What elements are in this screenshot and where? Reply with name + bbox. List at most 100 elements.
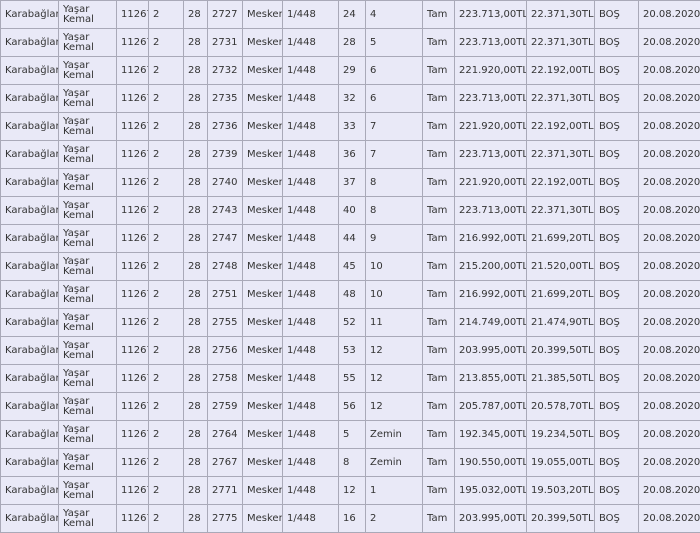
cell-price: 192.345,00TL [455, 421, 527, 449]
cell-door-no: 36 [339, 141, 366, 169]
cell-door-no: 12 [339, 477, 366, 505]
cell-date: 20.08.2020 [639, 29, 700, 57]
cell-ownership: Tam [423, 309, 455, 337]
cell-unit-no: 2751 [208, 281, 243, 309]
cell-street: Yaşar Kemal [59, 225, 117, 253]
cell-island: 28 [184, 337, 208, 365]
cell-island: 28 [184, 57, 208, 85]
cell-share: 1/448 [283, 169, 339, 197]
cell-street: Yaşar Kemal [59, 421, 117, 449]
cell-date: 20.08.2020 [639, 169, 700, 197]
cell-share: 1/448 [283, 505, 339, 533]
cell-floor: 7 [366, 113, 423, 141]
cell-parcel-no: 11267 [117, 197, 149, 225]
cell-district: Karabağlar [1, 505, 59, 533]
cell-unit-no: 2747 [208, 225, 243, 253]
cell-district: Karabağlar [1, 337, 59, 365]
cell-floor: 12 [366, 393, 423, 421]
cell-district: Karabağlar [1, 449, 59, 477]
cell-ownership: Tam [423, 85, 455, 113]
cell-unit-no: 2735 [208, 85, 243, 113]
cell-status: BOŞ [595, 225, 639, 253]
cell-district: Karabağlar [1, 197, 59, 225]
cell-status: BOŞ [595, 85, 639, 113]
cell-floor: 7 [366, 141, 423, 169]
cell-deposit: 21.699,20TL [527, 225, 595, 253]
cell-date: 20.08.2020 [639, 253, 700, 281]
cell-district: Karabağlar [1, 225, 59, 253]
cell-deposit: 22.192,00TL [527, 57, 595, 85]
cell-unit-no: 2775 [208, 505, 243, 533]
cell-status: BOŞ [595, 309, 639, 337]
cell-deposit: 21.699,20TL [527, 281, 595, 309]
cell-status: BOŞ [595, 393, 639, 421]
cell-door-no: 33 [339, 113, 366, 141]
cell-share: 1/448 [283, 281, 339, 309]
cell-ownership: Tam [423, 141, 455, 169]
cell-door-no: 55 [339, 365, 366, 393]
cell-island: 28 [184, 477, 208, 505]
cell-unit-no: 2739 [208, 141, 243, 169]
cell-floor: 5 [366, 29, 423, 57]
cell-street: Yaşar Kemal [59, 57, 117, 85]
cell-street: Yaşar Kemal [59, 1, 117, 29]
cell-island: 28 [184, 309, 208, 337]
cell-parcel-no: 11267 [117, 337, 149, 365]
cell-unit-no: 2764 [208, 421, 243, 449]
cell-district: Karabağlar [1, 141, 59, 169]
cell-district: Karabağlar [1, 113, 59, 141]
cell-floor: 2 [366, 505, 423, 533]
cell-ownership: Tam [423, 29, 455, 57]
cell-street: Yaşar Kemal [59, 393, 117, 421]
cell-share: 1/448 [283, 113, 339, 141]
cell-status: BOŞ [595, 1, 639, 29]
cell-type: Mesken [243, 449, 283, 477]
cell-floor: 8 [366, 197, 423, 225]
cell-island: 28 [184, 421, 208, 449]
cell-block: 2 [149, 1, 184, 29]
cell-deposit: 22.192,00TL [527, 169, 595, 197]
cell-ownership: Tam [423, 365, 455, 393]
cell-block: 2 [149, 421, 184, 449]
cell-ownership: Tam [423, 337, 455, 365]
cell-status: BOŞ [595, 57, 639, 85]
cell-floor: Zemin [366, 421, 423, 449]
cell-deposit: 21.474,90TL [527, 309, 595, 337]
cell-type: Mesken [243, 253, 283, 281]
cell-price: 223.713,00TL [455, 197, 527, 225]
cell-share: 1/448 [283, 57, 339, 85]
cell-ownership: Tam [423, 169, 455, 197]
cell-door-no: 40 [339, 197, 366, 225]
cell-type: Mesken [243, 421, 283, 449]
cell-block: 2 [149, 197, 184, 225]
cell-ownership: Tam [423, 477, 455, 505]
cell-block: 2 [149, 85, 184, 113]
cell-date: 20.08.2020 [639, 1, 700, 29]
cell-block: 2 [149, 253, 184, 281]
cell-status: BOŞ [595, 169, 639, 197]
cell-deposit: 21.520,00TL [527, 253, 595, 281]
cell-status: BOŞ [595, 449, 639, 477]
cell-share: 1/448 [283, 1, 339, 29]
cell-share: 1/448 [283, 197, 339, 225]
cell-status: BOŞ [595, 113, 639, 141]
cell-price: 223.713,00TL [455, 141, 527, 169]
cell-share: 1/448 [283, 477, 339, 505]
cell-share: 1/448 [283, 309, 339, 337]
cell-unit-no: 2759 [208, 393, 243, 421]
cell-district: Karabağlar [1, 85, 59, 113]
cell-block: 2 [149, 57, 184, 85]
cell-ownership: Tam [423, 1, 455, 29]
cell-type: Mesken [243, 85, 283, 113]
cell-district: Karabağlar [1, 29, 59, 57]
cell-street: Yaşar Kemal [59, 449, 117, 477]
cell-district: Karabağlar [1, 309, 59, 337]
